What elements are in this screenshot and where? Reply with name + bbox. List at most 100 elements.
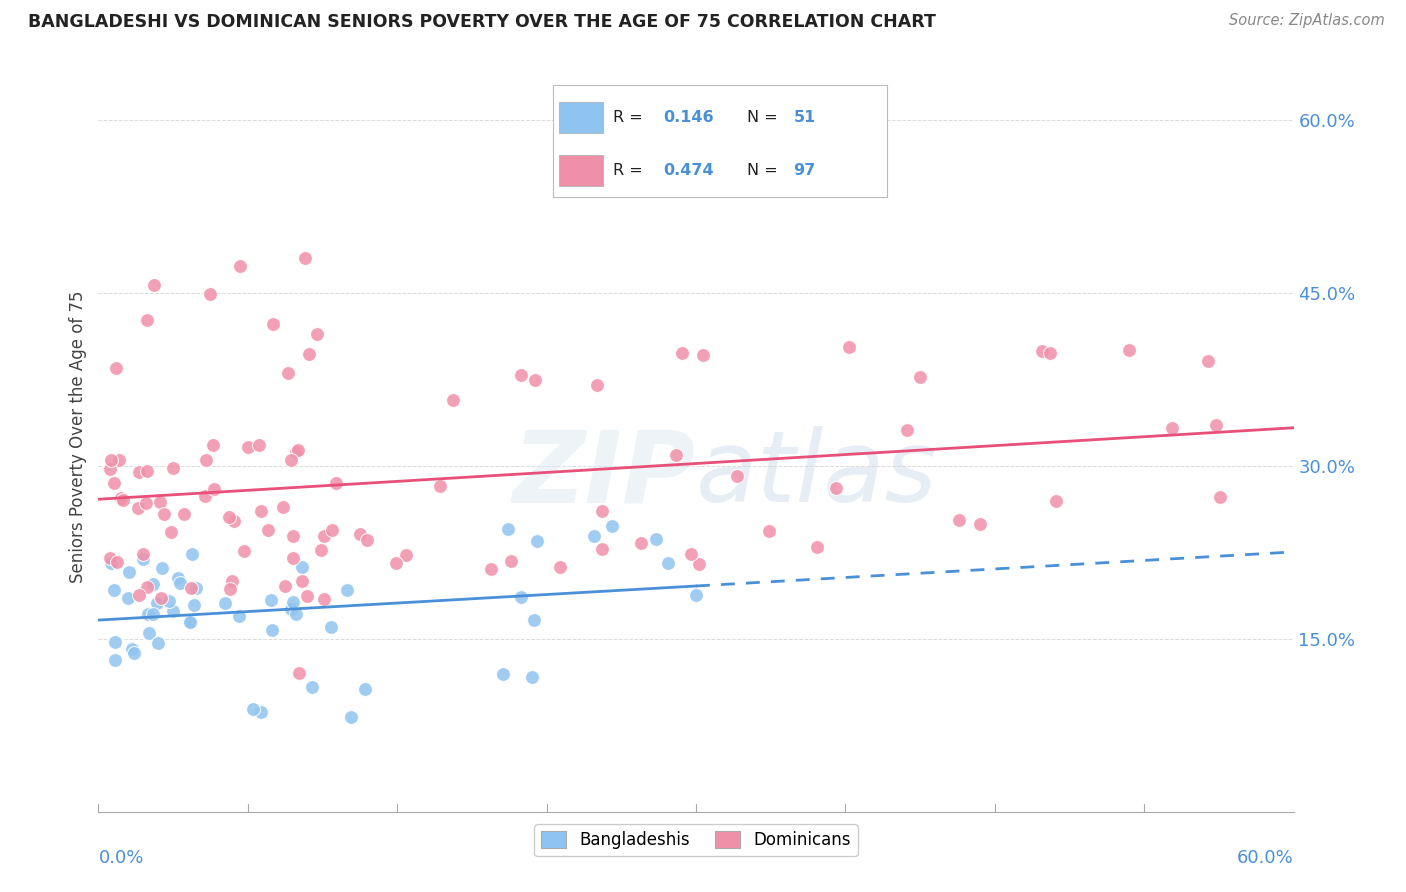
Point	[100, 453, 122, 467]
Point	[219, 582, 242, 597]
Point	[242, 702, 264, 716]
Point	[142, 576, 165, 591]
Point	[692, 348, 714, 362]
Point	[291, 560, 314, 574]
Point	[232, 544, 254, 558]
Point	[287, 666, 309, 681]
Point	[1160, 421, 1182, 435]
Point	[1038, 346, 1060, 360]
Point	[294, 252, 316, 266]
Point	[146, 636, 169, 650]
Point	[274, 578, 297, 592]
Point	[121, 642, 143, 657]
Point	[162, 460, 184, 475]
Point	[228, 609, 250, 624]
Point	[1045, 494, 1067, 508]
Point	[285, 444, 308, 458]
Point	[194, 489, 217, 503]
Point	[688, 557, 710, 571]
Point	[150, 591, 173, 605]
Point	[295, 589, 318, 603]
Point	[103, 582, 125, 597]
Point	[183, 598, 205, 612]
Point	[128, 465, 150, 479]
Point	[107, 453, 129, 467]
Point	[162, 604, 184, 618]
Point	[173, 508, 195, 522]
Point	[195, 452, 218, 467]
Point	[582, 529, 605, 543]
Point	[111, 492, 134, 507]
Point	[492, 666, 515, 681]
Point	[249, 503, 271, 517]
Point	[1031, 343, 1053, 358]
Point	[336, 582, 359, 597]
Point	[271, 500, 294, 514]
Point	[1197, 353, 1219, 368]
Point	[948, 513, 970, 527]
Point	[104, 653, 127, 667]
Point	[1118, 343, 1140, 358]
Point	[526, 534, 548, 549]
Point	[169, 575, 191, 590]
Point	[281, 595, 304, 609]
Point	[145, 596, 167, 610]
Point	[671, 345, 693, 359]
Point	[214, 596, 236, 610]
Point	[283, 529, 305, 543]
Point	[142, 277, 165, 292]
Point	[221, 574, 243, 588]
Point	[277, 366, 299, 380]
Point	[198, 287, 221, 301]
Point	[135, 496, 157, 510]
Point	[340, 710, 363, 724]
Point	[499, 554, 522, 568]
Point	[679, 547, 702, 561]
Point	[479, 562, 502, 576]
Point	[262, 317, 284, 331]
Point	[321, 523, 343, 537]
Point	[309, 542, 332, 557]
Point	[260, 593, 283, 607]
Text: ZIP: ZIP	[513, 426, 696, 523]
Point	[104, 634, 127, 648]
Point	[510, 368, 533, 382]
Point	[202, 438, 225, 452]
Point	[548, 560, 571, 574]
Point	[179, 615, 201, 629]
Point	[301, 680, 323, 694]
Point	[758, 524, 780, 538]
Point	[280, 602, 302, 616]
Point	[592, 504, 614, 518]
Point	[110, 491, 132, 506]
Point	[257, 524, 280, 538]
Point	[395, 548, 418, 562]
Point	[522, 670, 544, 684]
Point	[249, 705, 271, 719]
Point	[229, 259, 252, 273]
Point	[838, 340, 860, 354]
Point	[105, 556, 128, 570]
Point	[98, 462, 121, 476]
Point	[280, 452, 302, 467]
Point	[354, 681, 377, 696]
Point	[645, 532, 668, 546]
Point	[100, 556, 122, 570]
Point	[314, 529, 336, 543]
Point	[167, 571, 190, 585]
Point	[591, 542, 613, 557]
Point	[98, 550, 121, 565]
Point	[179, 615, 201, 629]
Point	[105, 361, 128, 376]
Point	[287, 443, 309, 458]
Point	[184, 581, 207, 595]
Point	[910, 369, 932, 384]
Point	[725, 468, 748, 483]
Point	[523, 373, 546, 387]
Point	[1208, 490, 1230, 504]
Point	[356, 533, 378, 548]
Point	[262, 623, 284, 637]
Point	[896, 423, 918, 437]
Text: 60.0%: 60.0%	[1237, 849, 1294, 867]
Text: Source: ZipAtlas.com: Source: ZipAtlas.com	[1229, 13, 1385, 29]
